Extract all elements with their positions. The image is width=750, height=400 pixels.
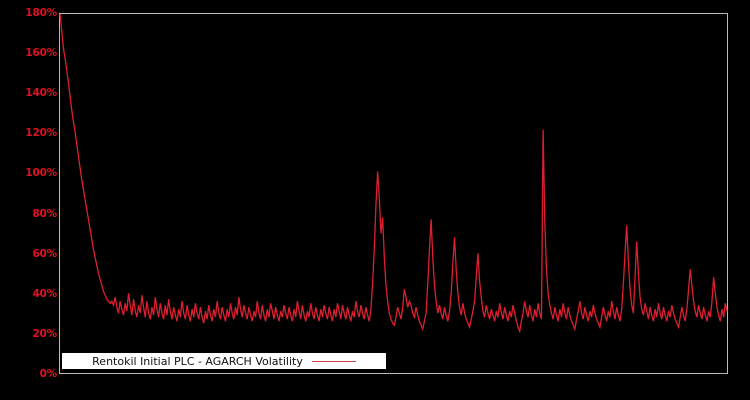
legend-label: Rentokil Initial PLC - AGARCH Volatility — [92, 354, 303, 368]
y-tick-label-120: 120% — [25, 127, 57, 140]
y-tick-label-80: 80% — [32, 207, 57, 220]
y-tick-label-40: 40% — [32, 287, 57, 300]
y-axis: 0% 20% 40% 60% 80% 100% 120% 140% 160% 180% — [0, 0, 57, 400]
y-tick-label-20: 20% — [32, 327, 57, 340]
legend-line-swatch — [311, 360, 356, 362]
volatility-line-series — [60, 14, 727, 373]
y-tick-label-60: 60% — [32, 247, 57, 260]
y-tick-label-180: 180% — [25, 7, 57, 19]
y-tick-label-100: 100% — [25, 167, 57, 180]
plot-area — [59, 13, 728, 374]
chart-legend: Rentokil Initial PLC - AGARCH Volatility — [62, 353, 386, 369]
y-tick-label-160: 160% — [25, 47, 57, 60]
y-tick-label-140: 140% — [25, 87, 57, 100]
y-tick-label-0: 0% — [39, 368, 58, 380]
series-polyline — [60, 14, 727, 331]
